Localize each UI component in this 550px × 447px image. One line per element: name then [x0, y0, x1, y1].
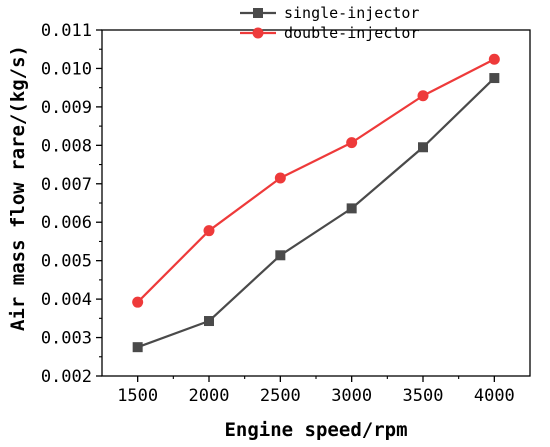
y-tick-label: 0.007	[41, 175, 92, 195]
y-tick-label: 0.009	[41, 98, 92, 118]
legend-double-injector-marker	[252, 27, 264, 39]
double-injector-point	[203, 225, 215, 237]
y-tick-label: 0.004	[41, 290, 92, 310]
y-tick-label: 0.003	[41, 329, 92, 349]
y-tick-label: 0.008	[41, 136, 92, 156]
x-tick-label: 3500	[403, 386, 444, 406]
single-injector-point	[489, 73, 500, 84]
double-injector-point	[132, 296, 144, 308]
double-injector-point	[417, 90, 429, 102]
single-injector-point	[132, 342, 143, 353]
x-tick-label: 2500	[260, 386, 301, 406]
double-injector-point	[488, 53, 500, 65]
double-injector-point	[274, 172, 286, 184]
legend: single-injector double-injector	[240, 4, 419, 42]
x-tick-label: 2000	[189, 386, 230, 406]
plot-frame	[101, 29, 531, 377]
x-axis-title: Engine speed/rpm	[224, 419, 407, 441]
y-tick-label: 0.002	[41, 367, 92, 387]
y-tick-label: 0.005	[41, 252, 92, 272]
legend-single-injector-label: single-injector	[284, 4, 419, 22]
single-injector-point	[418, 142, 428, 153]
legend-single-injector-marker	[253, 8, 263, 18]
single-injector-point	[346, 203, 357, 214]
double-injector-line	[136, 58, 495, 303]
series-layer	[132, 53, 500, 353]
single-injector-point	[275, 250, 286, 261]
single-injector-line	[137, 77, 496, 349]
y-axis-title: Air mass flow rare/(kg/s)	[7, 45, 29, 331]
x-tick-label: 1500	[117, 386, 158, 406]
y-tick-label: 0.010	[41, 59, 92, 79]
x-tick-label: 4000	[474, 386, 515, 406]
axes: 0.002 0.003 0.004 0.005 0.006 0.007 0.008 0.009…	[41, 21, 531, 406]
double-injector-point	[346, 137, 358, 149]
y-tick-label: 0.006	[41, 213, 92, 233]
legend-double-injector-label: double-injector	[284, 24, 419, 42]
y-tick-label: 0.011	[41, 21, 92, 41]
single-injector-point	[204, 316, 214, 327]
x-tick-label: 3000	[331, 386, 372, 406]
